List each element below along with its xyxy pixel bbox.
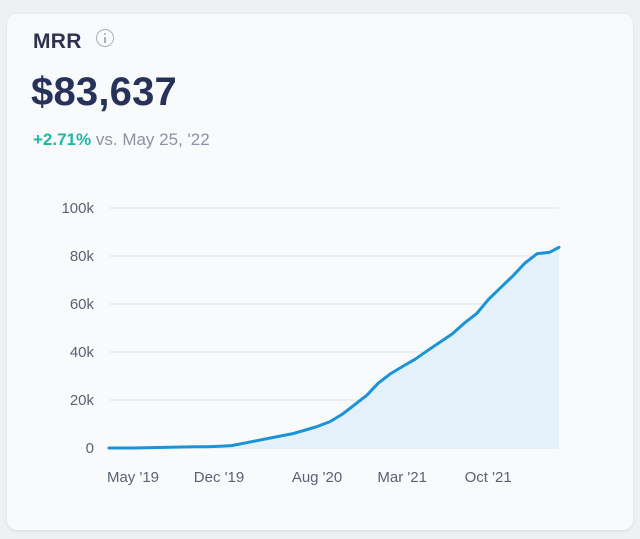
- change-percent: +2.71%: [33, 130, 92, 149]
- y-tick-label: 60k: [70, 296, 95, 313]
- x-tick-label: Mar '21: [377, 469, 427, 486]
- series-line: [107, 245, 561, 450]
- y-tick-label: 0: [86, 440, 94, 457]
- metric-value: $83,637: [31, 70, 177, 114]
- x-tick-label: May '19: [107, 469, 159, 486]
- comparison-text: vs. May 25, '22: [95, 130, 210, 149]
- info-icon[interactable]: [96, 29, 114, 47]
- change-row: +2.71% vs. May 25, '22: [33, 130, 210, 150]
- metric-title: MRR: [33, 30, 82, 53]
- y-tick-label: 20k: [70, 392, 95, 409]
- series-area: [109, 247, 559, 448]
- y-tick-label: 40k: [70, 344, 95, 361]
- y-tick-label: 100k: [61, 200, 94, 217]
- x-tick-label: Aug '20: [292, 469, 342, 486]
- y-tick-label: 80k: [70, 248, 95, 265]
- x-tick-label: Dec '19: [194, 469, 244, 486]
- x-tick-label: Oct '21: [465, 469, 512, 486]
